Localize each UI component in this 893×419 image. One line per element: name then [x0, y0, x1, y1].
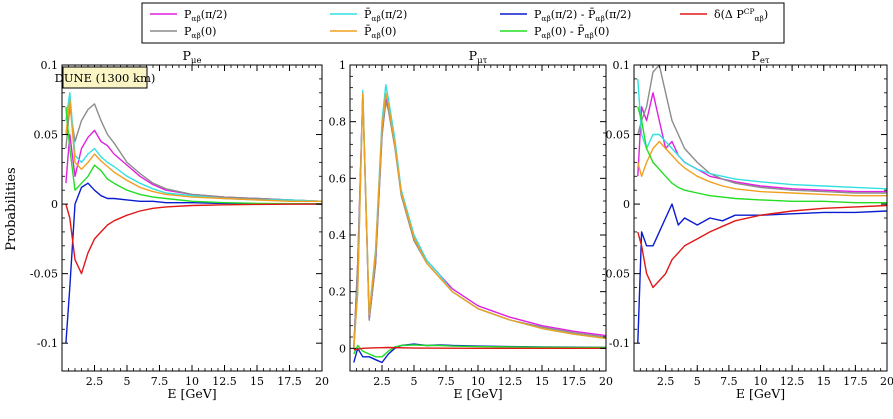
series-line	[65, 92, 322, 202]
y-tick-label: 0	[51, 198, 58, 211]
plot-frame	[61, 64, 323, 372]
y-tick-label: 0.8	[329, 116, 347, 129]
panel-1: 2.5 5 7.5 10 12.5 15 17.5 20 -0.1 -0.05 0 0.05 0.1 E …	[30, 48, 329, 401]
y-tick-label: 0.1	[613, 59, 631, 72]
x-tick-label: 15	[250, 375, 264, 388]
series-line	[65, 182, 322, 344]
x-tick-label: 20	[315, 375, 329, 388]
y-tick-label: -0.05	[30, 268, 58, 281]
legend-label: Pαβ(π/2)	[184, 8, 227, 23]
series-line	[637, 78, 887, 190]
panel-3: 2.5 5 7.5 10 12.5 15 17.5 20 -0.1 -0.05 0 0.05 0.1 E …	[602, 48, 893, 401]
panel-title: Peτ	[751, 48, 769, 66]
x-tick-label: 5	[411, 375, 418, 388]
x-tick-label: 7.5	[437, 375, 455, 388]
panel-2: 2.5 5 7.5 10 12.5 15 17.5 20 0 0.2 0.4 0.6 0.8 1 E [Ge…	[329, 48, 614, 401]
x-tick-label: 12.5	[212, 375, 237, 388]
panel-title: Pμe	[183, 48, 202, 66]
y-tick-label: 0.1	[41, 59, 59, 72]
series-group	[637, 65, 887, 344]
series-line	[637, 140, 887, 197]
legend-label: δ(Δ PCPαβ)	[714, 7, 768, 23]
y-tick-label: 0.05	[606, 129, 631, 142]
legend-label: Pαβ(0)	[184, 25, 216, 40]
legend-item: Pαβ(π/2) - P̄αβ(π/2)	[500, 8, 631, 23]
legend-item: Pαβ(π/2)	[150, 8, 227, 23]
series-line	[65, 129, 322, 202]
y-tick-label: -0.05	[602, 268, 630, 281]
x-tick-label: 15	[817, 375, 831, 388]
legend: Pαβ(π/2) P̄αβ(π/2) Pαβ(π/2) - P̄αβ(π/2) δ(Δ…	[141, 2, 785, 44]
series-group	[65, 92, 322, 344]
x-tick-label: 10	[471, 375, 485, 388]
series-line	[637, 106, 887, 204]
x-axis-label: E [GeV]	[736, 386, 785, 401]
x-tick-label: 17.5	[843, 375, 868, 388]
y-tick-label: 0.6	[329, 172, 347, 185]
legend-label: Pαβ(0) - P̄αβ(0)	[534, 25, 609, 40]
series-line	[637, 92, 887, 193]
x-tick-label: 7.5	[151, 375, 169, 388]
distance-badge: DUNE (1300 km)	[55, 66, 156, 89]
x-tick-label: 12.5	[780, 375, 805, 388]
x-tick-label: 15	[535, 375, 549, 388]
series-line	[65, 99, 322, 203]
y-tick-label: -0.1	[37, 337, 58, 350]
y-axis-label: Probabilities	[4, 167, 19, 250]
legend-label: P̄αβ(0)	[364, 25, 396, 40]
y-tick-label: 0	[339, 342, 346, 355]
x-tick-label: 7.5	[720, 375, 738, 388]
legend-item: P̄αβ(π/2)	[330, 8, 407, 23]
legend-frame	[141, 2, 785, 44]
series-line	[65, 103, 322, 202]
x-tick-label: 20	[599, 375, 613, 388]
y-tick-label: 0.05	[34, 129, 59, 142]
legend-item: Pαβ(0) - P̄αβ(0)	[500, 25, 609, 40]
x-tick-label: 2.5	[373, 375, 391, 388]
legend-item: Pαβ(0)	[150, 25, 216, 40]
x-tick-label: 20	[880, 375, 893, 388]
series-line	[65, 106, 322, 205]
y-tick-label: -0.1	[609, 337, 630, 350]
x-axis-label: E [GeV]	[167, 386, 216, 401]
x-tick-label: 5	[124, 375, 131, 388]
legend-label: P̄αβ(π/2)	[364, 8, 407, 23]
x-tick-label: 12.5	[498, 375, 523, 388]
legend-item: δ(Δ PCPαβ)	[680, 7, 768, 23]
plot-frame	[633, 64, 888, 372]
y-tick-label: 1	[339, 59, 346, 72]
x-tick-label: 5	[694, 375, 701, 388]
series-line	[353, 92, 606, 349]
series-line	[65, 203, 322, 275]
x-tick-label: 17.5	[277, 375, 302, 388]
legend-label: Pαβ(π/2) - P̄αβ(π/2)	[534, 8, 631, 23]
series-line	[353, 95, 606, 349]
series-line	[353, 346, 606, 351]
x-tick-label: 17.5	[562, 375, 587, 388]
y-tick-label: 0.4	[329, 229, 347, 242]
legend-item: P̄αβ(0)	[330, 25, 396, 40]
x-tick-label: 2.5	[657, 375, 675, 388]
badge-label: DUNE (1300 km)	[55, 71, 156, 85]
series-line	[353, 344, 606, 358]
x-tick-label: 10	[185, 375, 199, 388]
x-tick-label: 2.5	[86, 375, 104, 388]
series-line	[637, 203, 887, 344]
series-group	[353, 84, 606, 364]
x-tick-label: 10	[754, 375, 768, 388]
series-line	[637, 65, 887, 194]
series-line	[637, 204, 887, 289]
panel-title: Pμτ	[469, 48, 488, 66]
badge-frame	[62, 66, 148, 89]
y-tick-label: 0	[623, 198, 630, 211]
y-tick-label: 0.2	[329, 286, 347, 299]
x-axis-label: E [GeV]	[453, 386, 502, 401]
